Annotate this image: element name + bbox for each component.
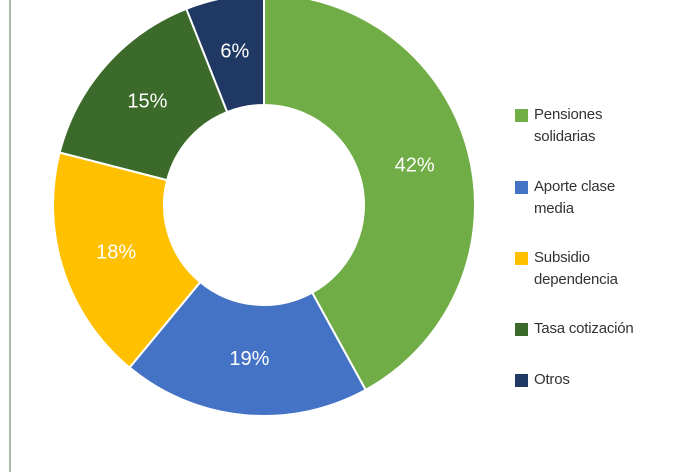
legend-swatch xyxy=(515,374,528,387)
legend-swatch xyxy=(515,109,528,122)
data-label: 6% xyxy=(220,41,249,63)
donut-slice xyxy=(52,151,202,369)
donut-slice xyxy=(185,0,265,114)
legend-swatch xyxy=(515,181,528,194)
donut-slice xyxy=(128,280,368,417)
data-label: 18% xyxy=(96,241,136,263)
data-label: 19% xyxy=(229,348,269,370)
donut-slice xyxy=(263,0,476,392)
legend-item: Pensiones solidarias xyxy=(515,104,640,148)
legend-label: Pensiones solidarias xyxy=(534,106,603,145)
legend-item: Aporte clase media xyxy=(515,176,640,220)
data-label: 42% xyxy=(395,155,435,177)
legend-item: Otros xyxy=(515,369,640,391)
legend-swatch xyxy=(515,323,528,336)
legend-swatch xyxy=(515,252,528,265)
legend-label: Aporte clase media xyxy=(534,178,615,217)
legend-item: Subsidio dependencia xyxy=(515,247,640,291)
legend-label: Otros xyxy=(534,371,570,388)
data-label: 15% xyxy=(127,90,167,112)
legend-item: Tasa cotización xyxy=(515,318,640,340)
donut-slice xyxy=(58,7,229,182)
legend-label: Subsidio dependencia xyxy=(534,249,618,288)
legend-label: Tasa cotización xyxy=(534,320,634,337)
